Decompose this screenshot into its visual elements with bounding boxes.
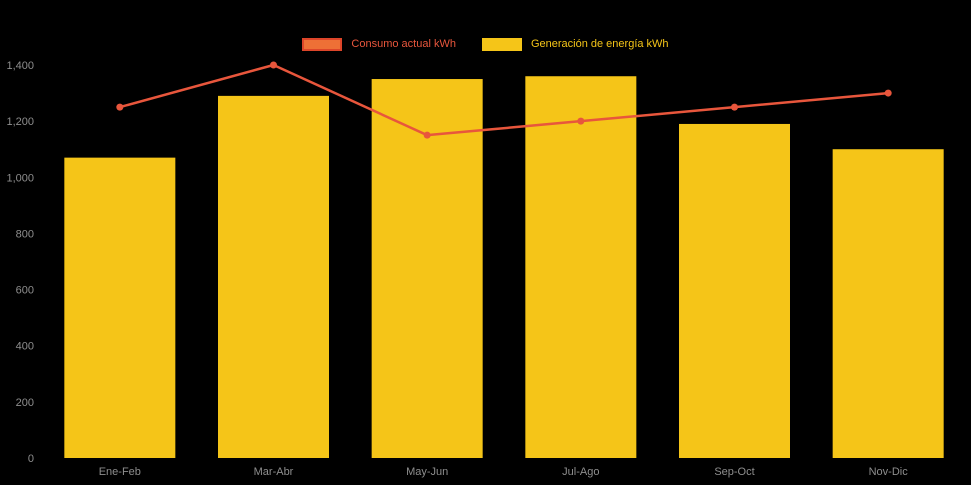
- legend-item-generacion[interactable]: Generación de energía kWh: [481, 38, 669, 51]
- y-axis-tick-label: 1,200: [6, 116, 34, 128]
- y-axis-tick-label: 1,400: [6, 60, 34, 72]
- x-axis-tick-label: Nov-Dic: [869, 466, 909, 478]
- consumption-line: [118, 63, 890, 137]
- x-axis-tick-label: Ene-Feb: [99, 466, 141, 478]
- generation-bar-Ene-Feb: [64, 157, 176, 458]
- generation-bar-Nov-Dic: [832, 149, 944, 458]
- chart-legend: Consumo actual kWh Generación de energía …: [0, 38, 971, 51]
- x-axis-tick-label: May-Jun: [406, 466, 448, 478]
- x-axis-tick-label: Sep-Oct: [714, 466, 754, 478]
- y-axis-tick-label: 1,000: [6, 172, 34, 184]
- consumption-point-Sep-Oct: [731, 103, 738, 111]
- legend-label: Generación de energía kWh: [530, 38, 669, 50]
- consumption-point-Nov-Dic: [884, 89, 892, 97]
- consumption-point-May-Jun: [423, 131, 431, 139]
- consumption-point-Ene-Feb: [116, 103, 124, 111]
- y-axis-tick-label: 800: [16, 228, 34, 240]
- consumption-point-Jul-Ago: [577, 117, 585, 125]
- legend-item-consumo[interactable]: Consumo actual kWh: [302, 38, 456, 51]
- x-axis-tick-label: Mar-Abr: [254, 466, 294, 478]
- y-axis-tick-label: 0: [28, 453, 34, 465]
- legend-label: Consumo actual kWh: [351, 38, 456, 50]
- generation-bar-Sep-Oct: [679, 123, 790, 458]
- generation-bar-May-Jun: [371, 79, 483, 459]
- legend-swatch-consumo: [302, 38, 343, 51]
- y-axis-tick-label: 200: [16, 397, 34, 409]
- x-axis-tick-label: Jul-Ago: [562, 466, 599, 478]
- y-axis-tick-label: 400: [16, 341, 34, 353]
- legend-swatch-generacion: [481, 38, 522, 51]
- y-axis-tick-label: 600: [16, 285, 34, 297]
- generation-bar-Mar-Abr: [218, 95, 329, 458]
- consumption-point-Mar-Abr: [270, 61, 277, 69]
- generation-bar-Jul-Ago: [525, 76, 637, 458]
